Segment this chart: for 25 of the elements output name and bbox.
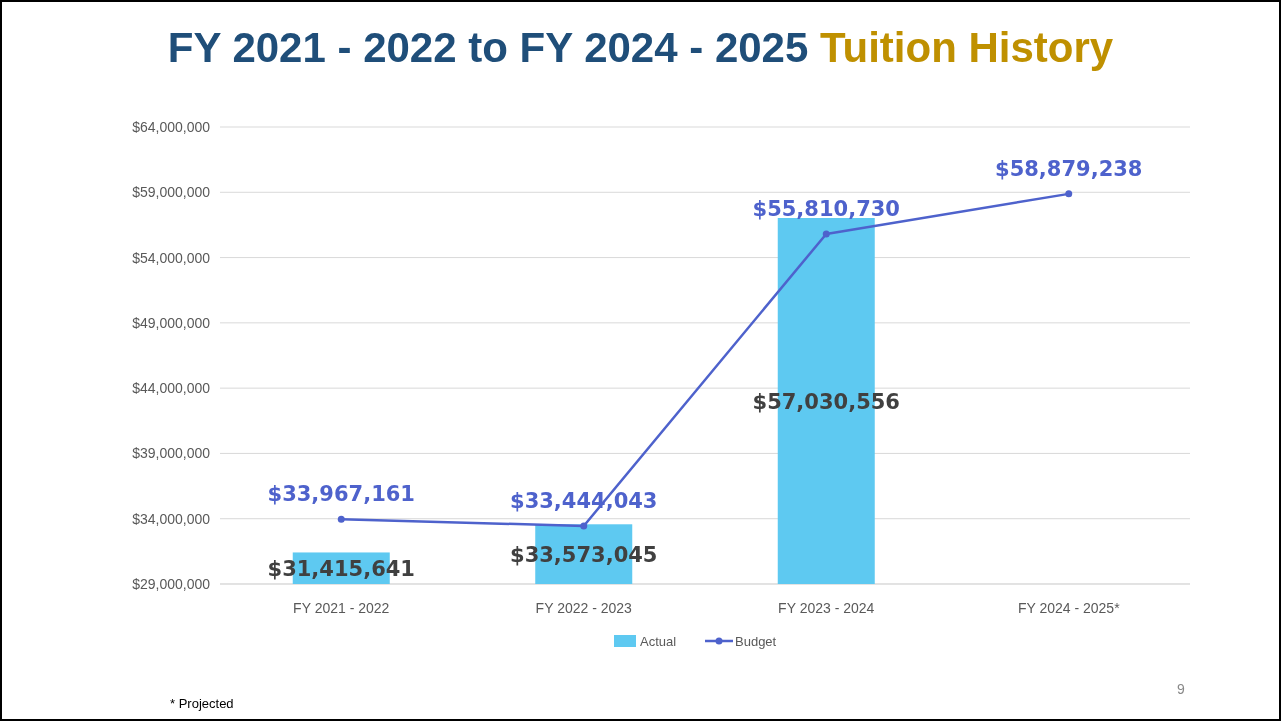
x-tick-label: FY 2023 - 2024: [778, 600, 875, 616]
y-tick-label: $59,000,000: [132, 184, 211, 201]
chart-subtitle: Tuition History: [808, 24, 1114, 71]
y-tick-label: $54,000,000: [132, 249, 211, 266]
y-tick-label: $34,000,000: [132, 510, 211, 527]
y-tick-label: $44,000,000: [132, 380, 211, 397]
legend-label: Budget: [735, 634, 777, 649]
data-label: $55,810,730: [752, 196, 900, 221]
data-label: $58,879,238: [995, 156, 1143, 181]
y-tick-label: $64,000,000: [132, 119, 211, 135]
legend-label: Actual: [640, 634, 677, 649]
chart-title: FY 2021 - 2022 to FY 2024 - 2025: [167, 24, 809, 71]
text: * Projected: [170, 696, 234, 711]
x-tick-label: FY 2022 - 2023: [535, 600, 633, 616]
point: [580, 522, 588, 530]
point: [1065, 190, 1073, 198]
x-tick-label: FY 2024 - 2025*: [1017, 600, 1121, 616]
x-tick-label: FY 2021 - 2022: [293, 600, 390, 616]
y-tick-label: $29,000,000: [132, 576, 211, 592]
point: [337, 515, 345, 523]
y-tick-label: $39,000,000: [132, 445, 211, 462]
point: [822, 230, 830, 238]
y-tick-label: $49,000,000: [132, 314, 211, 331]
data-label: $33,967,161: [267, 482, 415, 507]
text: 9: [1177, 681, 1186, 697]
